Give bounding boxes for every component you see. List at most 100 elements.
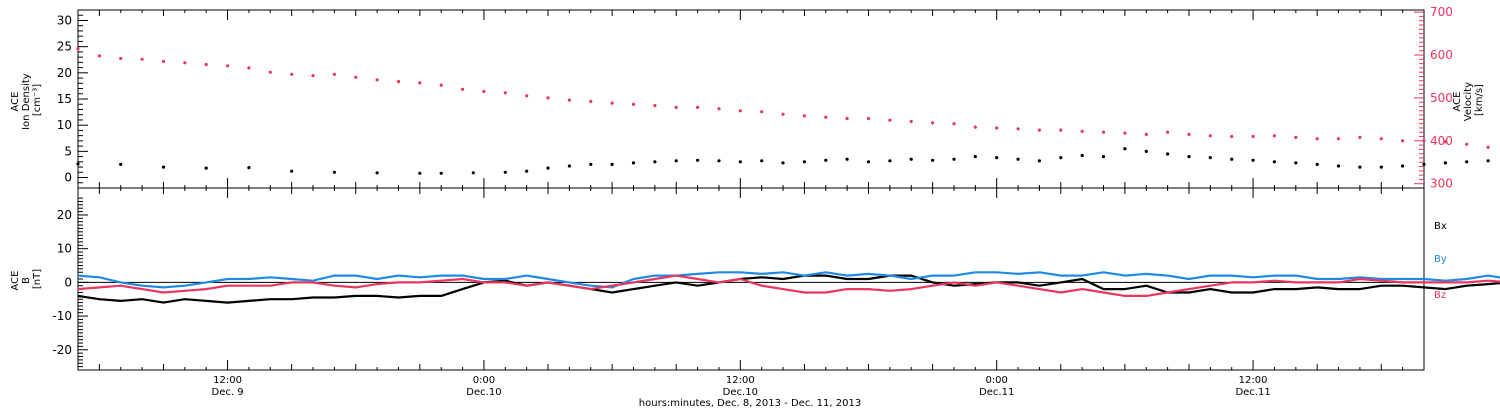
time-label-date: Dec.10 [723, 387, 758, 398]
velocity-point [332, 72, 336, 76]
velocity-point [866, 116, 871, 121]
velocity-point [1144, 132, 1148, 136]
velocity-point [503, 91, 507, 95]
density-point [696, 158, 700, 162]
velocity-point [567, 98, 572, 102]
velocity-point [760, 110, 764, 114]
velocity-point [995, 126, 999, 130]
density-point [119, 162, 123, 166]
density-tick-label: 0 [64, 171, 72, 185]
density-point [1401, 164, 1405, 168]
velocity-point [482, 89, 486, 94]
time-label-date: Dec.11 [979, 387, 1014, 398]
density-tick-label: 5 [64, 144, 72, 158]
velocity-point [375, 78, 379, 82]
time-label-hour: 0:00 [985, 375, 1007, 386]
density-point [653, 160, 657, 164]
velocity-point [1251, 134, 1255, 139]
density-point [1037, 159, 1041, 163]
density-point [567, 164, 572, 168]
velocity-point [909, 119, 913, 124]
density-point [1166, 152, 1170, 156]
velocity-point [1443, 140, 1447, 144]
density-point [973, 155, 977, 159]
velocity-point [268, 70, 272, 74]
density-tick-label: 30 [57, 13, 72, 27]
density-point [546, 166, 550, 170]
density-point [1272, 160, 1276, 164]
density-point [503, 170, 507, 174]
velocity-point [931, 121, 935, 125]
density-point [909, 157, 913, 161]
density-point [717, 159, 721, 163]
velocity-point [76, 47, 80, 51]
density-panel-frame [77, 9, 1425, 189]
density-point [589, 162, 593, 166]
velocity-point [1123, 131, 1127, 135]
velocity-point [1465, 142, 1469, 146]
density-point [1294, 161, 1298, 165]
velocity-axis-title-line3: [km/s] [1474, 84, 1485, 116]
velocity-point [418, 81, 422, 85]
velocity-point [1101, 130, 1106, 134]
time-label-hour: 12:00 [213, 375, 242, 386]
density-point [610, 162, 614, 166]
density-axis-title-line2: Ion Density [21, 73, 32, 130]
magnetic-axis-title: ACE B [nT] [10, 267, 43, 290]
magnetic-axis-title-line1: ACE [10, 271, 21, 291]
density-point [866, 160, 871, 164]
velocity-point [546, 96, 550, 100]
density-point [1187, 155, 1191, 159]
density-point [1123, 147, 1127, 151]
density-point [845, 157, 849, 161]
density-point [76, 162, 80, 166]
velocity-point [1294, 135, 1298, 139]
magnetic-series-lines [77, 271, 1500, 304]
legend-bz: Bz [1434, 290, 1446, 301]
density-point [1422, 162, 1426, 166]
velocity-point [119, 56, 123, 61]
density-velocity-panel: 0 5 10 15 20 25 30 300 400 500 600 700 ACE Ion Den… [10, 5, 1490, 191]
density-point [1230, 157, 1234, 161]
time-label-hour: 0:00 [473, 375, 495, 386]
velocity-point [1230, 134, 1234, 139]
velocity-point [183, 61, 187, 65]
velocity-point [525, 94, 529, 98]
velocity-point [97, 54, 101, 58]
velocity-point [226, 64, 230, 68]
velocity-point [354, 75, 358, 79]
velocity-point [952, 122, 956, 126]
density-point [824, 158, 828, 162]
density-point [931, 158, 935, 162]
velocity-point [1486, 145, 1490, 149]
time-label-date: Dec.10 [466, 387, 501, 398]
velocity-point [1272, 134, 1276, 138]
time-axis-title: hours:minutes, Dec. 8, 2013 - Dec. 11, 2… [639, 398, 861, 409]
velocity-point [1059, 128, 1063, 132]
magnetic-tick-label: 0 [64, 275, 72, 289]
legend-bx: Bx [1434, 221, 1447, 232]
time-label-date: Dec.11 [1235, 387, 1270, 398]
time-axis-ticks [98, 10, 1404, 370]
density-tick-label: 10 [57, 118, 72, 132]
density-point [375, 171, 379, 175]
density-point [781, 161, 785, 165]
density-point [1101, 155, 1106, 159]
velocity-point [1166, 130, 1170, 134]
density-velocity-points [76, 47, 1490, 175]
density-point [1016, 157, 1020, 161]
velocity-point [396, 80, 401, 84]
density-point [471, 171, 475, 175]
velocity-point [1358, 135, 1362, 139]
density-axis-title-line3: [cm⁻³] [32, 84, 43, 116]
velocity-axis-title-line1: ACE [1452, 92, 1463, 112]
magnetic-tick-label: 10 [57, 242, 72, 256]
velocity-point [1187, 132, 1191, 136]
velocity-point [161, 59, 166, 64]
velocity-point [1401, 139, 1405, 143]
velocity-point [439, 83, 443, 87]
magnetic-axis-title-line3: [nT] [32, 269, 43, 289]
density-point [674, 159, 678, 163]
density-point [525, 169, 529, 173]
velocity-point [1080, 129, 1084, 133]
